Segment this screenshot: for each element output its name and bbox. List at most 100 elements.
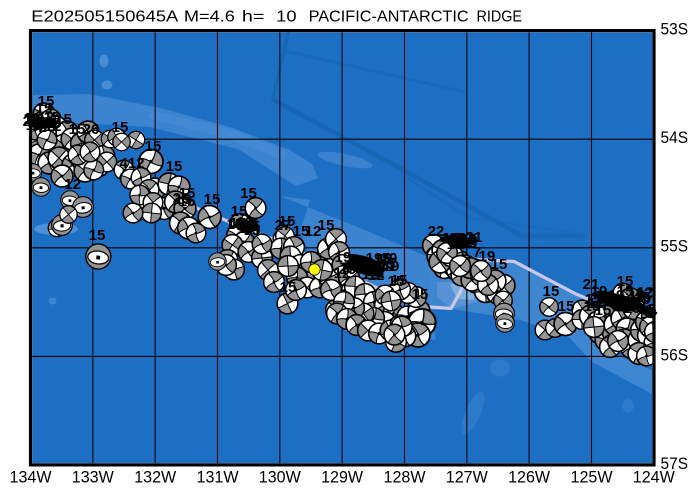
- svg-text:15: 15: [145, 138, 162, 155]
- svg-text:15: 15: [615, 297, 632, 314]
- svg-text:15: 15: [449, 230, 466, 247]
- svg-text:15: 15: [244, 222, 261, 239]
- svg-text:19: 19: [175, 191, 192, 208]
- svg-text:15: 15: [377, 251, 394, 268]
- svg-text:15: 15: [41, 115, 58, 132]
- svg-text:15: 15: [44, 109, 61, 126]
- svg-text:15: 15: [318, 217, 335, 234]
- svg-text:7: 7: [473, 244, 481, 261]
- svg-text:15: 15: [391, 272, 408, 289]
- svg-text:15: 15: [55, 111, 72, 128]
- svg-text:15: 15: [36, 100, 53, 117]
- svg-text:19: 19: [599, 290, 616, 307]
- svg-text:15: 15: [227, 216, 244, 233]
- svg-text:19: 19: [628, 286, 645, 303]
- svg-text:15: 15: [179, 193, 196, 210]
- svg-text:125W: 125W: [571, 469, 613, 487]
- svg-text:19: 19: [381, 250, 398, 267]
- svg-text:12: 12: [45, 118, 62, 135]
- svg-text:15: 15: [179, 185, 196, 202]
- svg-text:53S: 53S: [661, 21, 689, 39]
- svg-text:412: 412: [119, 155, 144, 172]
- svg-text:15: 15: [617, 273, 634, 290]
- svg-text:12: 12: [637, 284, 654, 301]
- svg-text:12: 12: [442, 230, 459, 247]
- svg-text:h=: h=: [242, 8, 265, 25]
- svg-text:57S: 57S: [661, 455, 689, 473]
- svg-text:15: 15: [112, 119, 129, 136]
- svg-text:21: 21: [379, 258, 396, 275]
- svg-text:26: 26: [624, 300, 641, 317]
- svg-text:12: 12: [305, 223, 322, 240]
- svg-text:15: 15: [356, 259, 373, 276]
- svg-text:15: 15: [558, 298, 575, 315]
- svg-text:15: 15: [230, 215, 247, 232]
- svg-text:15: 15: [595, 302, 612, 319]
- svg-text:10: 10: [276, 8, 297, 25]
- svg-text:19: 19: [454, 235, 471, 252]
- svg-text:19: 19: [608, 287, 625, 304]
- svg-text:19: 19: [591, 283, 608, 300]
- svg-text:19: 19: [360, 257, 377, 274]
- svg-text:15: 15: [204, 191, 221, 208]
- svg-text:15: 15: [166, 158, 183, 175]
- svg-text:15: 15: [491, 256, 508, 273]
- svg-text:12: 12: [334, 265, 351, 282]
- svg-text:26: 26: [357, 254, 374, 271]
- svg-text:15: 15: [412, 286, 429, 303]
- svg-text:15: 15: [369, 260, 386, 277]
- svg-text:130W: 130W: [259, 469, 301, 487]
- svg-text:12: 12: [368, 267, 385, 284]
- svg-text:15: 15: [69, 121, 86, 138]
- svg-text:M=4.6: M=4.6: [184, 8, 235, 25]
- svg-text:15: 15: [388, 273, 405, 290]
- svg-text:131W: 131W: [197, 469, 239, 487]
- svg-text:12: 12: [636, 285, 653, 302]
- svg-text:15: 15: [45, 115, 62, 132]
- svg-text:12: 12: [362, 266, 379, 283]
- svg-text:133W: 133W: [72, 469, 114, 487]
- svg-text:15: 15: [634, 291, 651, 308]
- svg-text:126W: 126W: [508, 469, 550, 487]
- svg-text:15: 15: [231, 203, 248, 220]
- svg-text:134W: 134W: [10, 469, 52, 487]
- svg-text:19: 19: [461, 232, 478, 249]
- svg-text:15: 15: [242, 216, 259, 233]
- svg-text:124W: 124W: [633, 469, 675, 487]
- svg-text:19: 19: [335, 249, 352, 266]
- svg-text:19: 19: [33, 116, 50, 133]
- svg-text:15: 15: [585, 291, 602, 308]
- svg-text:15: 15: [279, 213, 296, 230]
- svg-text:15: 15: [280, 279, 297, 296]
- svg-text:15: 15: [451, 231, 468, 248]
- svg-text:15: 15: [635, 289, 652, 306]
- svg-text:128W: 128W: [384, 469, 426, 487]
- svg-text:19: 19: [32, 115, 49, 132]
- svg-text:19: 19: [479, 248, 496, 265]
- svg-text:56S: 56S: [661, 346, 689, 364]
- svg-text:15: 15: [543, 283, 560, 300]
- svg-text:127W: 127W: [446, 469, 488, 487]
- svg-text:15: 15: [640, 301, 657, 318]
- svg-text:54S: 54S: [661, 129, 689, 147]
- svg-text:26: 26: [173, 190, 190, 207]
- svg-text:26: 26: [83, 121, 100, 138]
- svg-text:129W: 129W: [321, 469, 363, 487]
- svg-text:12: 12: [64, 176, 81, 193]
- svg-text:19: 19: [383, 258, 400, 275]
- svg-text:15: 15: [244, 218, 261, 235]
- svg-text:12: 12: [237, 214, 254, 231]
- svg-text:21: 21: [243, 217, 260, 234]
- svg-text:12: 12: [588, 295, 605, 312]
- svg-text:19: 19: [238, 220, 255, 237]
- svg-text:15: 15: [344, 259, 361, 276]
- svg-text:PACIFIC-ANTARCTIC: PACIFIC-ANTARCTIC: [309, 8, 469, 25]
- svg-text:21: 21: [583, 276, 600, 293]
- svg-text:E202505150645A: E202505150645A: [31, 8, 179, 25]
- svg-text:15: 15: [584, 298, 601, 315]
- svg-text:15: 15: [617, 283, 634, 300]
- svg-text:15: 15: [89, 227, 106, 244]
- svg-text:55S: 55S: [661, 238, 689, 256]
- svg-text:15: 15: [293, 223, 310, 240]
- svg-text:15: 15: [38, 93, 55, 110]
